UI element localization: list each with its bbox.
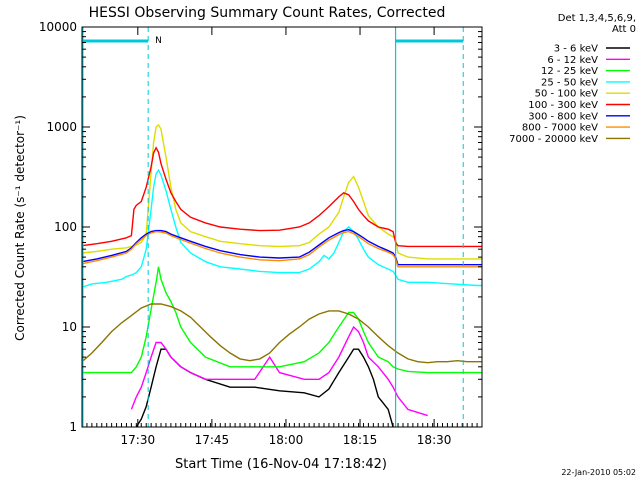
x-axis-label: Start Time (16-Nov-04 17:18:42): [175, 457, 387, 472]
footer-timestamp: 22-Jan-2010 05:02: [561, 468, 636, 477]
legend-header-1: Att 0: [612, 24, 636, 35]
y-tick-label-0: 1: [69, 420, 77, 434]
x-tick-label-4: 18:30: [417, 433, 452, 447]
series-line-0: [135, 348, 394, 428]
y-axis-label: Corrected Count Rate (s⁻¹ detector⁻¹): [13, 115, 27, 341]
y-tick-label-2: 100: [54, 220, 77, 234]
legend-label-5: 100 - 300 keV: [528, 100, 598, 111]
series-line-7: [81, 230, 482, 268]
plot-frame: [81, 26, 483, 428]
legend-header-0: Det 1,3,4,5,6,9,: [558, 13, 636, 24]
legend-label-3: 25 - 50 keV: [541, 77, 598, 88]
y-tick-label-4: 10000: [39, 20, 77, 34]
legend-label-2: 12 - 25 keV: [541, 66, 598, 77]
series-line-6: [81, 228, 482, 266]
series-line-5: [81, 146, 482, 248]
x-tick-label-1: 17:45: [195, 433, 230, 447]
series-line-8: [81, 303, 482, 364]
legend-label-0: 3 - 6 keV: [554, 44, 598, 55]
series-line-3: [81, 168, 482, 288]
x-tick-label-0: 17:30: [121, 433, 156, 447]
legend-label-8: 7000 - 20000 keV: [509, 134, 598, 145]
chart-title: HESSI Observing Summary Count Rates, Cor…: [89, 5, 446, 21]
axis-layer: 17:30 17:45 18:00 18:15 18:30 1 10 100 1000 10000: [39, 20, 483, 447]
y-tick-label-3: 1000: [46, 120, 77, 134]
x-tick-label-2: 18:00: [269, 433, 304, 447]
x-tick-label-3: 18:15: [343, 433, 378, 447]
legend-label-4: 50 - 100 keV: [535, 89, 599, 100]
series-line-2: [82, 266, 482, 374]
series-line-1: [130, 325, 428, 417]
legend-label-1: 6 - 12 keV: [547, 55, 598, 66]
series-layer: [81, 123, 482, 428]
series-line-4: [81, 123, 482, 260]
legend-label-7: 800 - 7000 keV: [522, 123, 598, 134]
y-tick-label-1: 10: [62, 320, 77, 334]
annotation-0: N: [155, 36, 162, 46]
legend-label-6: 300 - 800 keV: [528, 111, 598, 122]
